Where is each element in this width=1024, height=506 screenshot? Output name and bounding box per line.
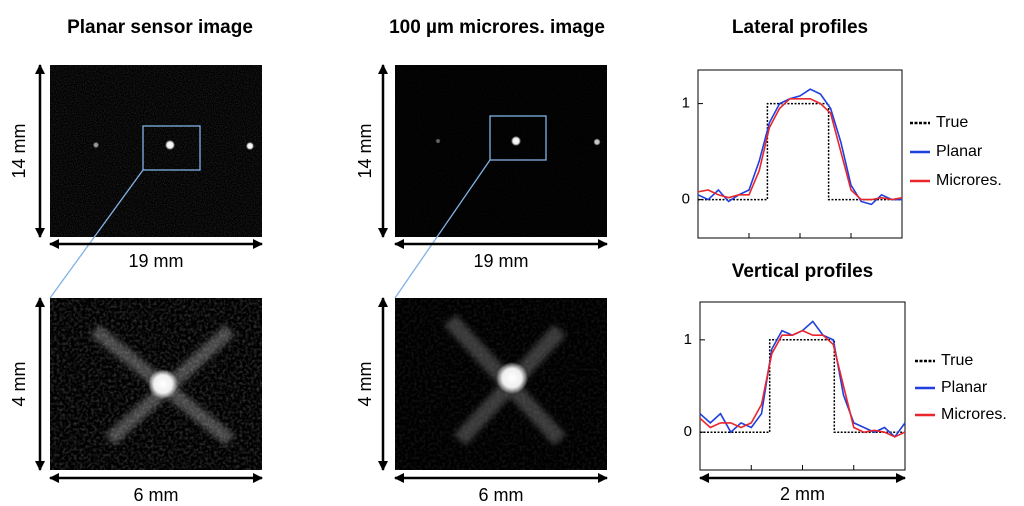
y-tick-label: 1	[682, 95, 690, 112]
dim-label: 14 mm	[9, 123, 29, 178]
dim-label: 19 mm	[128, 251, 183, 271]
legend-label: Planar	[941, 379, 988, 396]
dim-label: 14 mm	[355, 123, 375, 178]
spot	[246, 142, 254, 150]
zoom-line	[49, 169, 144, 299]
profile-line	[698, 102, 902, 201]
image-noise	[395, 65, 607, 237]
legend-label: Microres.	[941, 406, 1007, 423]
image-noise	[50, 65, 262, 237]
spot	[148, 369, 178, 399]
spot	[496, 362, 528, 394]
chart-title: Lateral profiles	[732, 17, 868, 38]
legend-label: Planar	[936, 143, 983, 160]
legend-label: Microres.	[936, 172, 1002, 189]
y-tick-label: 0	[684, 423, 692, 440]
profile-line	[699, 329, 906, 438]
spot	[165, 140, 175, 150]
legend-label: True	[936, 114, 968, 131]
dim-label: 4 mm	[355, 362, 375, 407]
profile-line	[697, 88, 902, 206]
y-tick-label: 0	[682, 191, 690, 208]
panel-title: 100 µm microres. image	[389, 17, 605, 38]
zoom-box	[142, 125, 201, 171]
profile-line	[697, 98, 903, 201]
spot	[93, 142, 99, 148]
plot-frame	[699, 301, 906, 471]
dim-label: 4 mm	[9, 362, 29, 407]
chart-title: Vertical profiles	[732, 261, 874, 282]
spot	[435, 138, 441, 144]
dim-label: 6 mm	[134, 485, 179, 505]
zoom-line	[394, 159, 491, 299]
spot	[593, 138, 601, 146]
spot	[511, 136, 521, 146]
panel-title: Planar sensor image	[67, 17, 253, 38]
profile-line	[699, 320, 906, 438]
zoom-box	[489, 115, 547, 161]
dim-label: 19 mm	[473, 251, 528, 271]
dim-label: 6 mm	[479, 485, 524, 505]
legend-label: True	[941, 352, 973, 369]
x-axis-label: 2 mm	[780, 484, 825, 504]
profile-line	[700, 339, 905, 433]
y-tick-label: 1	[684, 331, 692, 348]
